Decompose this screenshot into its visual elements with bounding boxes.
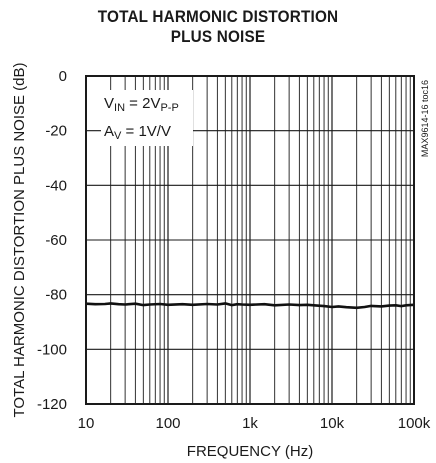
x-tick-label: 10 <box>78 415 95 432</box>
chart-subtitle: PLUS NOISE <box>170 27 266 46</box>
anno1-prefix: V <box>104 95 114 112</box>
y-tick-label: -20 <box>45 123 67 140</box>
anno2-sub: V <box>114 130 122 142</box>
y-axis-label: TOTAL HARMONIC DISTORTION PLUS NOISE (dB… <box>11 62 28 417</box>
x-tick-label: 1k <box>242 415 258 432</box>
side-label: MAX9614-16 toc16 <box>420 80 430 157</box>
y-tick-label: -40 <box>45 177 67 194</box>
x-tick-label: 100k <box>398 415 431 432</box>
annotation-line-2: AV = 1V/V <box>104 123 171 142</box>
y-tick-labels: 0 -20 -40 -60 -80 -100 -120 <box>37 68 67 413</box>
y-tick-label: 0 <box>59 68 67 85</box>
y-tick-label: -80 <box>45 287 67 304</box>
x-axis-label: FREQUENCY (Hz) <box>187 443 313 460</box>
anno1-sub: IN <box>114 102 125 114</box>
anno2-prefix: A <box>104 123 114 140</box>
anno1-rest: = 2V <box>125 95 160 112</box>
annotation-background <box>101 90 193 146</box>
data-layer <box>85 302 415 310</box>
y-tick-label: -100 <box>37 341 67 358</box>
annotation-line-1: VIN = 2VP-P <box>104 95 179 114</box>
y-tick-label: -120 <box>37 396 67 413</box>
x-tick-label: 100 <box>155 415 180 432</box>
x-tick-label: 10k <box>320 415 345 432</box>
anno1-sub2: P-P <box>160 102 178 114</box>
plot-frame <box>85 75 415 405</box>
y-tick-label: -60 <box>45 232 67 249</box>
x-tick-labels: 10 100 1k 10k 100k <box>78 415 431 432</box>
chart-title: TOTAL HARMONIC DISTORTION <box>97 7 339 26</box>
anno2-rest: = 1V/V <box>121 123 171 140</box>
thd-curve <box>85 302 415 310</box>
